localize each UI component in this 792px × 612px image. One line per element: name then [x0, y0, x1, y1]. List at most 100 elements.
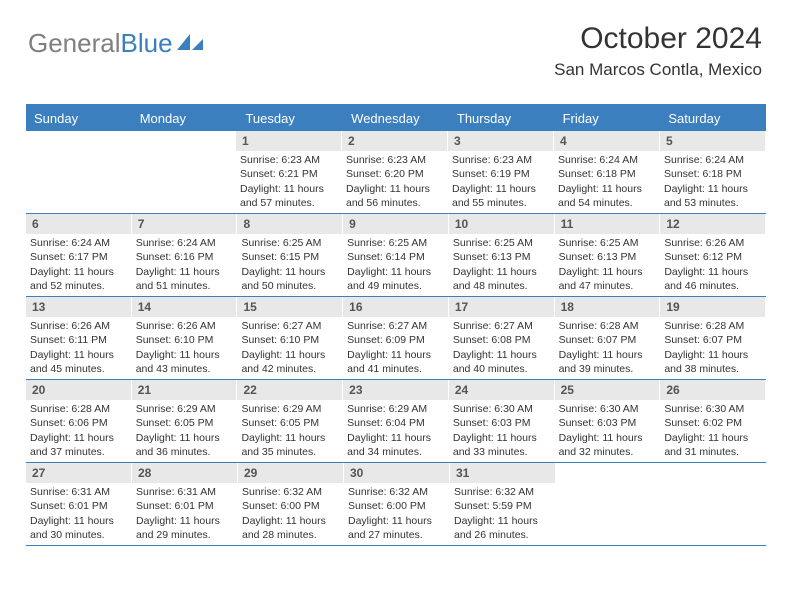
week-row: 27Sunrise: 6:31 AMSunset: 6:01 PMDayligh…	[26, 463, 766, 546]
dow-friday: Friday	[555, 106, 661, 131]
day-info: Sunrise: 6:29 AMSunset: 6:05 PMDaylight:…	[132, 400, 237, 462]
week-row: 20Sunrise: 6:28 AMSunset: 6:06 PMDayligh…	[26, 380, 766, 463]
week-row: 6Sunrise: 6:24 AMSunset: 6:17 PMDaylight…	[26, 214, 766, 297]
day-cell: 14Sunrise: 6:26 AMSunset: 6:10 PMDayligh…	[132, 297, 238, 379]
empty-cell	[26, 131, 131, 213]
day-info: Sunrise: 6:27 AMSunset: 6:08 PMDaylight:…	[449, 317, 554, 379]
week-row: 13Sunrise: 6:26 AMSunset: 6:11 PMDayligh…	[26, 297, 766, 380]
day-info: Sunrise: 6:26 AMSunset: 6:10 PMDaylight:…	[132, 317, 237, 379]
day-info: Sunrise: 6:30 AMSunset: 6:02 PMDaylight:…	[660, 400, 765, 462]
day-info: Sunrise: 6:25 AMSunset: 6:13 PMDaylight:…	[555, 234, 660, 296]
day-info: Sunrise: 6:23 AMSunset: 6:21 PMDaylight:…	[236, 151, 341, 213]
dow-thursday: Thursday	[449, 106, 555, 131]
day-cell: 22Sunrise: 6:29 AMSunset: 6:05 PMDayligh…	[237, 380, 343, 462]
day-info: Sunrise: 6:28 AMSunset: 6:06 PMDaylight:…	[26, 400, 131, 462]
day-cell: 9Sunrise: 6:25 AMSunset: 6:14 PMDaylight…	[343, 214, 449, 296]
day-info: Sunrise: 6:30 AMSunset: 6:03 PMDaylight:…	[449, 400, 554, 462]
day-number: 20	[26, 380, 131, 400]
day-number: 5	[660, 131, 765, 151]
day-number: 15	[237, 297, 342, 317]
day-cell: 18Sunrise: 6:28 AMSunset: 6:07 PMDayligh…	[555, 297, 661, 379]
day-number: 19	[660, 297, 765, 317]
day-number: 2	[342, 131, 447, 151]
day-number: 27	[26, 463, 131, 483]
day-number: 13	[26, 297, 131, 317]
day-cell: 1Sunrise: 6:23 AMSunset: 6:21 PMDaylight…	[236, 131, 342, 213]
calendar: SundayMondayTuesdayWednesdayThursdayFrid…	[26, 104, 766, 546]
location-label: San Marcos Contla, Mexico	[554, 60, 762, 80]
day-number: 8	[237, 214, 342, 234]
day-cell: 7Sunrise: 6:24 AMSunset: 6:16 PMDaylight…	[132, 214, 238, 296]
dow-tuesday: Tuesday	[237, 106, 343, 131]
day-info: Sunrise: 6:25 AMSunset: 6:15 PMDaylight:…	[237, 234, 342, 296]
header-right: October 2024 San Marcos Contla, Mexico	[554, 22, 762, 80]
dow-saturday: Saturday	[660, 106, 766, 131]
logo: GeneralBlue	[28, 28, 205, 59]
day-number: 6	[26, 214, 131, 234]
day-number: 4	[554, 131, 659, 151]
day-cell: 8Sunrise: 6:25 AMSunset: 6:15 PMDaylight…	[237, 214, 343, 296]
day-cell: 20Sunrise: 6:28 AMSunset: 6:06 PMDayligh…	[26, 380, 132, 462]
day-number: 24	[449, 380, 554, 400]
day-cell: 4Sunrise: 6:24 AMSunset: 6:18 PMDaylight…	[554, 131, 660, 213]
day-cell: 5Sunrise: 6:24 AMSunset: 6:18 PMDaylight…	[660, 131, 766, 213]
day-info: Sunrise: 6:29 AMSunset: 6:05 PMDaylight:…	[237, 400, 342, 462]
day-cell: 3Sunrise: 6:23 AMSunset: 6:19 PMDaylight…	[448, 131, 554, 213]
day-info: Sunrise: 6:24 AMSunset: 6:18 PMDaylight:…	[554, 151, 659, 213]
day-number: 1	[236, 131, 341, 151]
day-info: Sunrise: 6:32 AMSunset: 6:00 PMDaylight:…	[238, 483, 343, 545]
day-cell: 26Sunrise: 6:30 AMSunset: 6:02 PMDayligh…	[660, 380, 766, 462]
day-info: Sunrise: 6:27 AMSunset: 6:09 PMDaylight:…	[343, 317, 448, 379]
dow-sunday: Sunday	[26, 106, 132, 131]
day-number: 18	[555, 297, 660, 317]
logo-text-gray: General	[28, 28, 121, 59]
day-number: 12	[660, 214, 765, 234]
day-cell: 25Sunrise: 6:30 AMSunset: 6:03 PMDayligh…	[555, 380, 661, 462]
day-cell: 12Sunrise: 6:26 AMSunset: 6:12 PMDayligh…	[660, 214, 766, 296]
week-row: 1Sunrise: 6:23 AMSunset: 6:21 PMDaylight…	[26, 131, 766, 214]
day-info: Sunrise: 6:23 AMSunset: 6:19 PMDaylight:…	[448, 151, 553, 213]
dow-wednesday: Wednesday	[343, 106, 449, 131]
day-number: 9	[343, 214, 448, 234]
day-number: 23	[343, 380, 448, 400]
day-number: 31	[450, 463, 555, 483]
day-info: Sunrise: 6:26 AMSunset: 6:11 PMDaylight:…	[26, 317, 131, 379]
month-title: October 2024	[554, 22, 762, 56]
day-cell: 19Sunrise: 6:28 AMSunset: 6:07 PMDayligh…	[660, 297, 766, 379]
day-info: Sunrise: 6:31 AMSunset: 6:01 PMDaylight:…	[132, 483, 237, 545]
day-cell: 28Sunrise: 6:31 AMSunset: 6:01 PMDayligh…	[132, 463, 238, 545]
day-number: 29	[238, 463, 343, 483]
day-number: 17	[449, 297, 554, 317]
day-info: Sunrise: 6:24 AMSunset: 6:16 PMDaylight:…	[132, 234, 237, 296]
day-info: Sunrise: 6:25 AMSunset: 6:13 PMDaylight:…	[449, 234, 554, 296]
day-number: 11	[555, 214, 660, 234]
day-cell: 30Sunrise: 6:32 AMSunset: 6:00 PMDayligh…	[344, 463, 450, 545]
day-cell: 23Sunrise: 6:29 AMSunset: 6:04 PMDayligh…	[343, 380, 449, 462]
day-cell: 10Sunrise: 6:25 AMSunset: 6:13 PMDayligh…	[449, 214, 555, 296]
day-number: 14	[132, 297, 237, 317]
empty-cell	[556, 463, 661, 545]
day-info: Sunrise: 6:32 AMSunset: 6:00 PMDaylight:…	[344, 483, 449, 545]
day-info: Sunrise: 6:29 AMSunset: 6:04 PMDaylight:…	[343, 400, 448, 462]
day-cell: 31Sunrise: 6:32 AMSunset: 5:59 PMDayligh…	[450, 463, 556, 545]
day-number: 26	[660, 380, 765, 400]
day-cell: 13Sunrise: 6:26 AMSunset: 6:11 PMDayligh…	[26, 297, 132, 379]
day-cell: 2Sunrise: 6:23 AMSunset: 6:20 PMDaylight…	[342, 131, 448, 213]
days-of-week-header: SundayMondayTuesdayWednesdayThursdayFrid…	[26, 106, 766, 131]
day-info: Sunrise: 6:28 AMSunset: 6:07 PMDaylight:…	[660, 317, 765, 379]
day-info: Sunrise: 6:24 AMSunset: 6:17 PMDaylight:…	[26, 234, 131, 296]
day-number: 22	[237, 380, 342, 400]
day-info: Sunrise: 6:31 AMSunset: 6:01 PMDaylight:…	[26, 483, 131, 545]
day-number: 28	[132, 463, 237, 483]
day-cell: 11Sunrise: 6:25 AMSunset: 6:13 PMDayligh…	[555, 214, 661, 296]
day-info: Sunrise: 6:24 AMSunset: 6:18 PMDaylight:…	[660, 151, 765, 213]
day-info: Sunrise: 6:32 AMSunset: 5:59 PMDaylight:…	[450, 483, 555, 545]
dow-monday: Monday	[132, 106, 238, 131]
day-info: Sunrise: 6:30 AMSunset: 6:03 PMDaylight:…	[555, 400, 660, 462]
day-cell: 17Sunrise: 6:27 AMSunset: 6:08 PMDayligh…	[449, 297, 555, 379]
day-info: Sunrise: 6:26 AMSunset: 6:12 PMDaylight:…	[660, 234, 765, 296]
day-info: Sunrise: 6:28 AMSunset: 6:07 PMDaylight:…	[555, 317, 660, 379]
day-number: 16	[343, 297, 448, 317]
day-cell: 21Sunrise: 6:29 AMSunset: 6:05 PMDayligh…	[132, 380, 238, 462]
day-number: 7	[132, 214, 237, 234]
